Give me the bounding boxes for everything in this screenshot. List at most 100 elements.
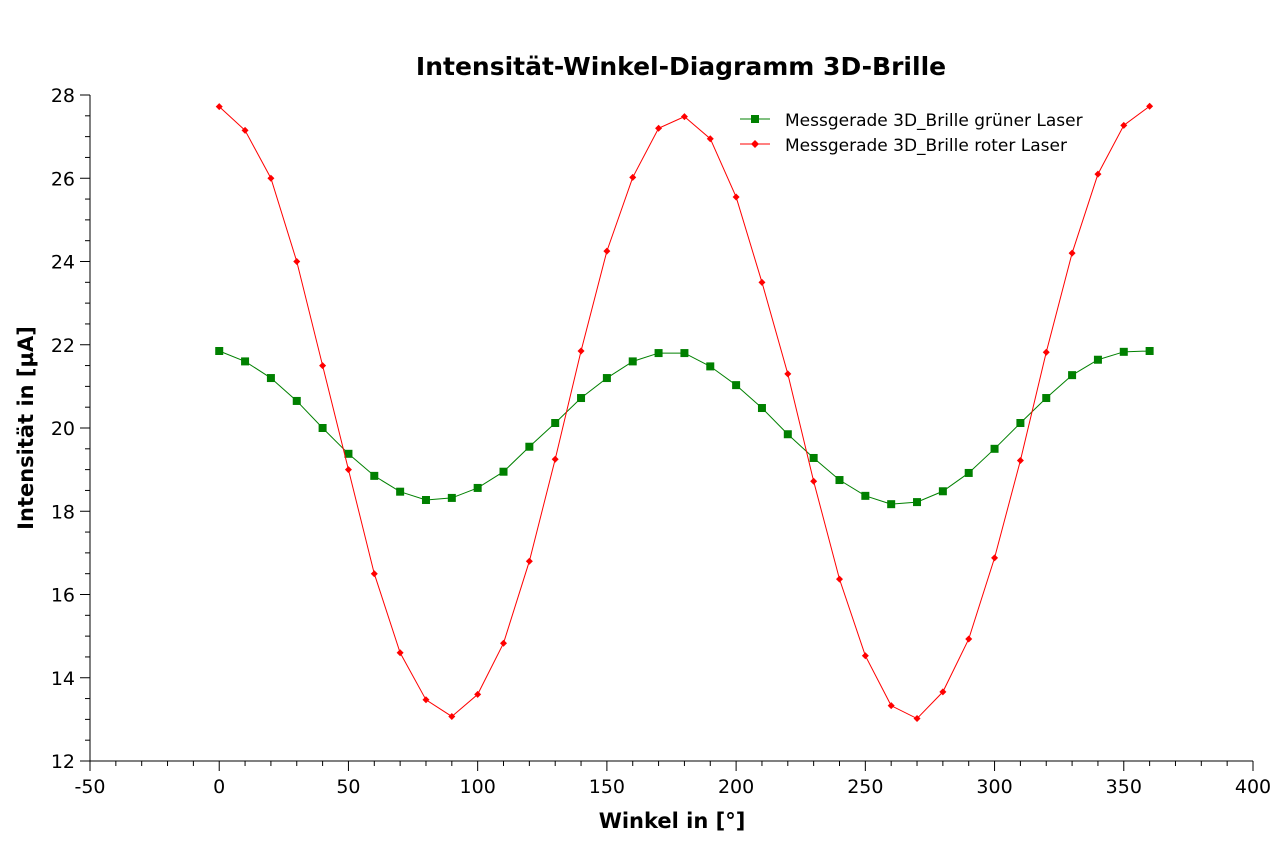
- y-axis-label: Intensität in [µA]: [14, 326, 38, 530]
- data-point: [991, 554, 999, 562]
- data-point: [1145, 346, 1154, 355]
- data-point: [835, 476, 844, 485]
- data-point: [421, 496, 430, 505]
- data-point: [1042, 394, 1051, 403]
- x-axis-ticks: -50 0 50 100 150 200 250 300 350 400: [74, 761, 1271, 798]
- series-line: [218, 105, 1150, 720]
- y-tick-label: 14: [51, 668, 75, 690]
- legend-item-red: Messgerade 3D_Brille roter Laser: [740, 136, 1067, 156]
- x-tick-label: 300: [976, 776, 1012, 798]
- data-point: [1119, 347, 1128, 356]
- y-tick-label: 22: [51, 335, 75, 357]
- x-tick-label: 350: [1106, 776, 1142, 798]
- data-point: [241, 357, 250, 366]
- x-tick-label: 50: [336, 776, 360, 798]
- data-point: [293, 258, 301, 265]
- data-point: [990, 444, 999, 453]
- series-line: [219, 350, 1150, 505]
- data-point: [474, 690, 482, 698]
- y-axis-ticks: 12 14 16 18 20 22 24 26 28: [51, 85, 90, 773]
- data-point: [422, 696, 430, 704]
- data-point: [447, 493, 456, 502]
- data-point: [887, 702, 895, 710]
- data-point: [396, 487, 405, 496]
- data-point: [758, 278, 766, 286]
- data-point: [732, 381, 741, 390]
- data-point: [448, 712, 456, 720]
- data-point: [319, 362, 327, 370]
- data-point: [1068, 249, 1076, 257]
- data-point: [1016, 419, 1025, 428]
- chart-title: Intensität-Winkel-Diagramm 3D-Brille: [416, 52, 946, 81]
- axes: [89, 95, 1253, 762]
- data-point: [241, 126, 249, 134]
- data-point: [318, 424, 327, 432]
- y-tick-label: 16: [51, 585, 75, 607]
- data-point: [628, 357, 637, 366]
- x-tick-label: 100: [460, 776, 496, 798]
- data-point: [629, 173, 637, 181]
- data-point: [525, 557, 533, 565]
- data-point: [965, 635, 973, 643]
- data-point: [706, 362, 715, 371]
- y-tick-label: 20: [51, 418, 75, 440]
- data-point: [654, 349, 663, 358]
- series-red: [215, 102, 1154, 723]
- legend-green-marker: [751, 115, 759, 123]
- data-point: [810, 477, 818, 485]
- x-tick-label: 150: [589, 776, 625, 798]
- data-point: [344, 466, 352, 474]
- data-point: [215, 346, 224, 355]
- data-point: [500, 639, 508, 647]
- data-point: [938, 487, 947, 496]
- data-point: [655, 124, 663, 132]
- x-tick-label: 400: [1235, 776, 1271, 798]
- legend-red-marker: [751, 140, 759, 148]
- data-point: [784, 370, 792, 378]
- data-point: [939, 688, 947, 696]
- data-point: [1016, 456, 1024, 464]
- data-point: [809, 453, 818, 462]
- data-point: [551, 419, 560, 428]
- data-point: [913, 498, 922, 507]
- data-point: [266, 374, 275, 383]
- data-point: [757, 404, 766, 413]
- data-point: [1068, 371, 1077, 380]
- x-tick-label: 250: [847, 776, 883, 798]
- data-point: [473, 483, 482, 492]
- legend: Messgerade 3D_Brille grüner Laser Messge…: [740, 111, 1083, 156]
- data-point: [577, 394, 586, 403]
- series-layer: [215, 102, 1154, 723]
- data-point: [603, 247, 611, 255]
- data-point: [577, 347, 585, 355]
- series-green: [215, 346, 1154, 509]
- data-point: [861, 491, 870, 500]
- data-point: [499, 467, 508, 476]
- data-point: [732, 193, 740, 201]
- data-point: [861, 652, 869, 660]
- legend-item-green: Messgerade 3D_Brille grüner Laser: [740, 111, 1083, 131]
- x-tick-label: -50: [74, 776, 105, 798]
- data-point: [680, 349, 689, 358]
- data-point: [292, 396, 301, 405]
- legend-green-label: Messgerade 3D_Brille grüner Laser: [785, 111, 1083, 131]
- data-point: [964, 468, 973, 477]
- data-point: [680, 113, 688, 121]
- data-point: [706, 135, 714, 143]
- data-point: [267, 174, 275, 182]
- data-point: [783, 430, 792, 439]
- y-tick-label: 18: [51, 501, 75, 523]
- y-tick-label: 24: [51, 252, 75, 274]
- x-tick-label: 0: [213, 776, 225, 798]
- data-point: [344, 449, 353, 458]
- x-tick-label: 200: [718, 776, 754, 798]
- y-tick-label: 26: [51, 168, 75, 190]
- data-point: [370, 570, 378, 578]
- data-point: [1093, 355, 1102, 364]
- data-point: [370, 471, 379, 480]
- data-point: [525, 442, 534, 451]
- data-point: [887, 500, 896, 509]
- data-point: [396, 649, 404, 657]
- data-point: [913, 715, 921, 723]
- data-point: [835, 575, 843, 583]
